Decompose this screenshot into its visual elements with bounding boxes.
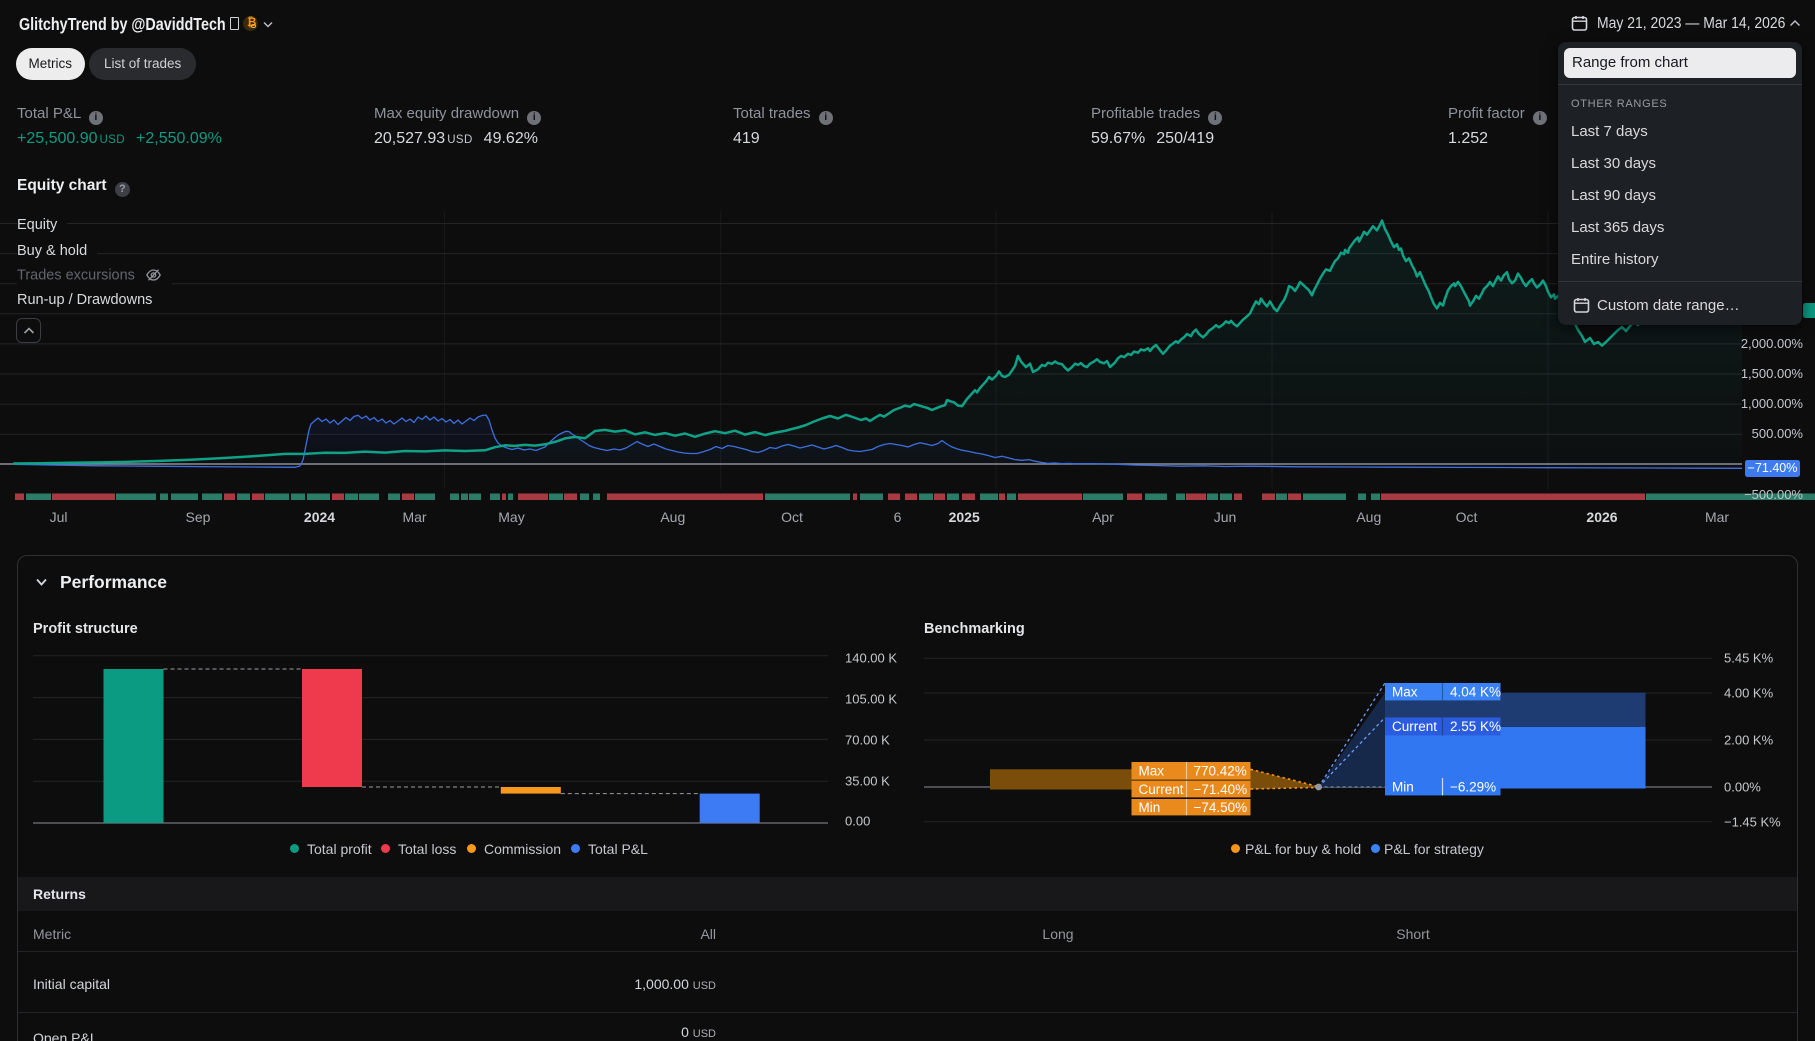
svg-text:0.00: 0.00 — [845, 814, 870, 829]
svg-text:770.42%: 770.42% — [1194, 764, 1247, 779]
svg-text:Mar: Mar — [402, 509, 426, 525]
svg-text:2024: 2024 — [304, 509, 335, 525]
svg-text:Sep: Sep — [186, 509, 211, 525]
svg-text:0.00%: 0.00% — [1724, 780, 1761, 795]
svg-text:4.00 K%: 4.00 K% — [1724, 686, 1774, 701]
svg-text:Min: Min — [1139, 800, 1161, 815]
svg-text:Current: Current — [1392, 719, 1437, 734]
svg-text:Max: Max — [1139, 764, 1165, 779]
svg-text:35.00 K: 35.00 K — [845, 774, 890, 789]
svg-text:Aug: Aug — [660, 509, 685, 525]
svg-text:Mar: Mar — [1705, 509, 1729, 525]
svg-text:6: 6 — [894, 509, 902, 525]
svg-text:Jun: Jun — [1214, 509, 1237, 525]
svg-text:2.55 K%: 2.55 K% — [1450, 719, 1501, 734]
svg-text:Oct: Oct — [1456, 509, 1478, 525]
svg-text:Apr: Apr — [1092, 509, 1114, 525]
svg-text:−6.29%: −6.29% — [1450, 780, 1496, 795]
svg-text:Min: Min — [1392, 780, 1414, 795]
svg-text:105.00 K: 105.00 K — [845, 692, 897, 707]
svg-text:−71.40%: −71.40% — [1194, 782, 1248, 797]
svg-text:−74.50%: −74.50% — [1194, 800, 1248, 815]
svg-text:Max: Max — [1392, 685, 1418, 700]
svg-text:Oct: Oct — [781, 509, 803, 525]
svg-text:Jul: Jul — [50, 509, 68, 525]
svg-text:140.00 K: 140.00 K — [845, 651, 897, 666]
svg-text:Aug: Aug — [1356, 509, 1381, 525]
svg-text:2026: 2026 — [1586, 509, 1617, 525]
svg-text:2025: 2025 — [949, 509, 980, 525]
svg-text:2.00 K%: 2.00 K% — [1724, 733, 1774, 748]
svg-text:4.04 K%: 4.04 K% — [1450, 685, 1501, 700]
svg-text:5.45 K%: 5.45 K% — [1724, 651, 1774, 666]
svg-text:−1.45 K%: −1.45 K% — [1724, 815, 1781, 830]
svg-text:Current: Current — [1139, 782, 1184, 797]
svg-text:May: May — [498, 509, 524, 525]
svg-text:70.00 K: 70.00 K — [845, 733, 890, 748]
